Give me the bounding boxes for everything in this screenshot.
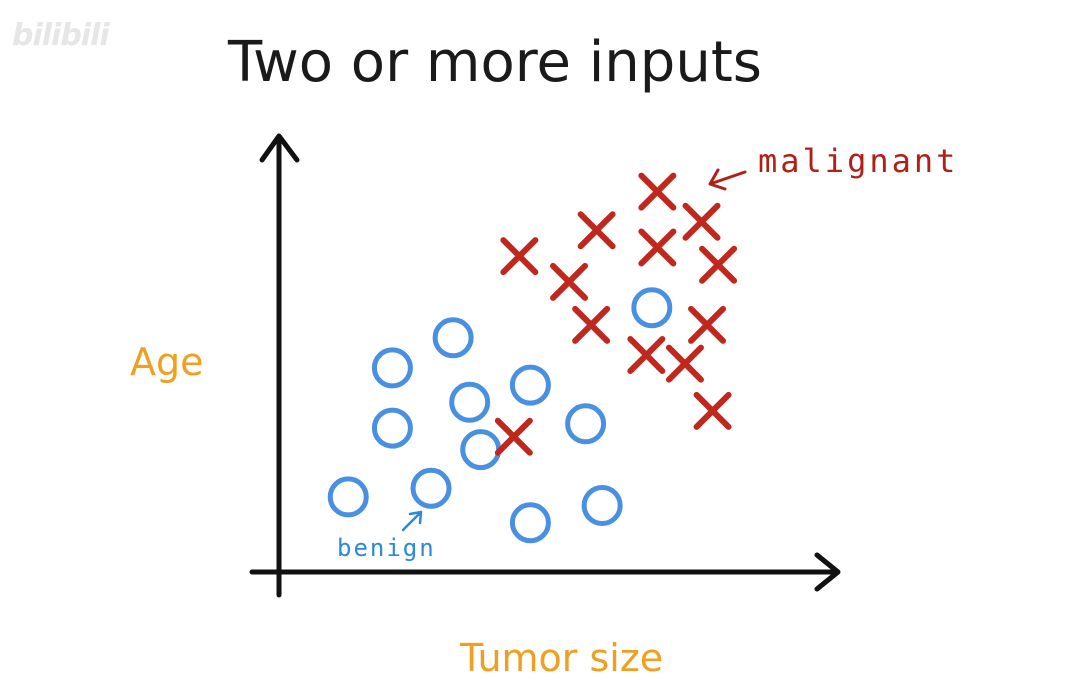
benign-point-1 bbox=[371, 347, 413, 389]
annotation-malignant-arrow bbox=[708, 168, 747, 191]
malignant-point-8 bbox=[682, 202, 721, 241]
benign-point-4 bbox=[449, 381, 491, 423]
malignant-point-4 bbox=[627, 336, 666, 374]
benign-point-7 bbox=[509, 364, 551, 406]
benign-point-6 bbox=[410, 467, 452, 509]
annotation-benign-arrow bbox=[401, 510, 423, 532]
x-axis-label: Tumor size bbox=[460, 636, 664, 680]
malignant-point-11 bbox=[693, 391, 732, 430]
benign-point-0 bbox=[327, 476, 369, 518]
benign-point-9 bbox=[581, 485, 623, 526]
malignant-point-10 bbox=[699, 245, 738, 284]
benign-point-3 bbox=[432, 317, 474, 359]
malignant-point-7 bbox=[665, 344, 704, 383]
malignant-point-6 bbox=[638, 228, 677, 267]
malignant-point-9 bbox=[688, 305, 727, 344]
benign-point-10 bbox=[509, 502, 551, 544]
y-axis-arrowhead bbox=[259, 133, 300, 163]
malignant-point-5 bbox=[638, 172, 677, 211]
x-axis-arrowhead bbox=[814, 552, 841, 592]
malignant-point-3 bbox=[577, 211, 616, 250]
annotation-malignant: malignant bbox=[708, 142, 958, 191]
malignant-point-2 bbox=[572, 305, 611, 344]
axes bbox=[249, 133, 841, 598]
malignant-point-12 bbox=[494, 417, 533, 456]
annotation-malignant-text: malignant bbox=[758, 142, 958, 180]
benign-point-8 bbox=[565, 403, 607, 445]
bilibili-watermark: bilibili bbox=[12, 18, 110, 53]
annotation-benign-text: benign bbox=[337, 534, 436, 562]
malignant-point-1 bbox=[550, 262, 589, 301]
y-axis-label: Age bbox=[130, 340, 204, 384]
chart-title: Two or more inputs bbox=[228, 30, 762, 95]
benign-point-5 bbox=[460, 429, 502, 471]
annotation-benign: benign bbox=[337, 510, 436, 562]
malignant-point-0 bbox=[500, 237, 539, 276]
benign-point-11 bbox=[631, 287, 673, 329]
benign-point-2 bbox=[371, 407, 413, 449]
